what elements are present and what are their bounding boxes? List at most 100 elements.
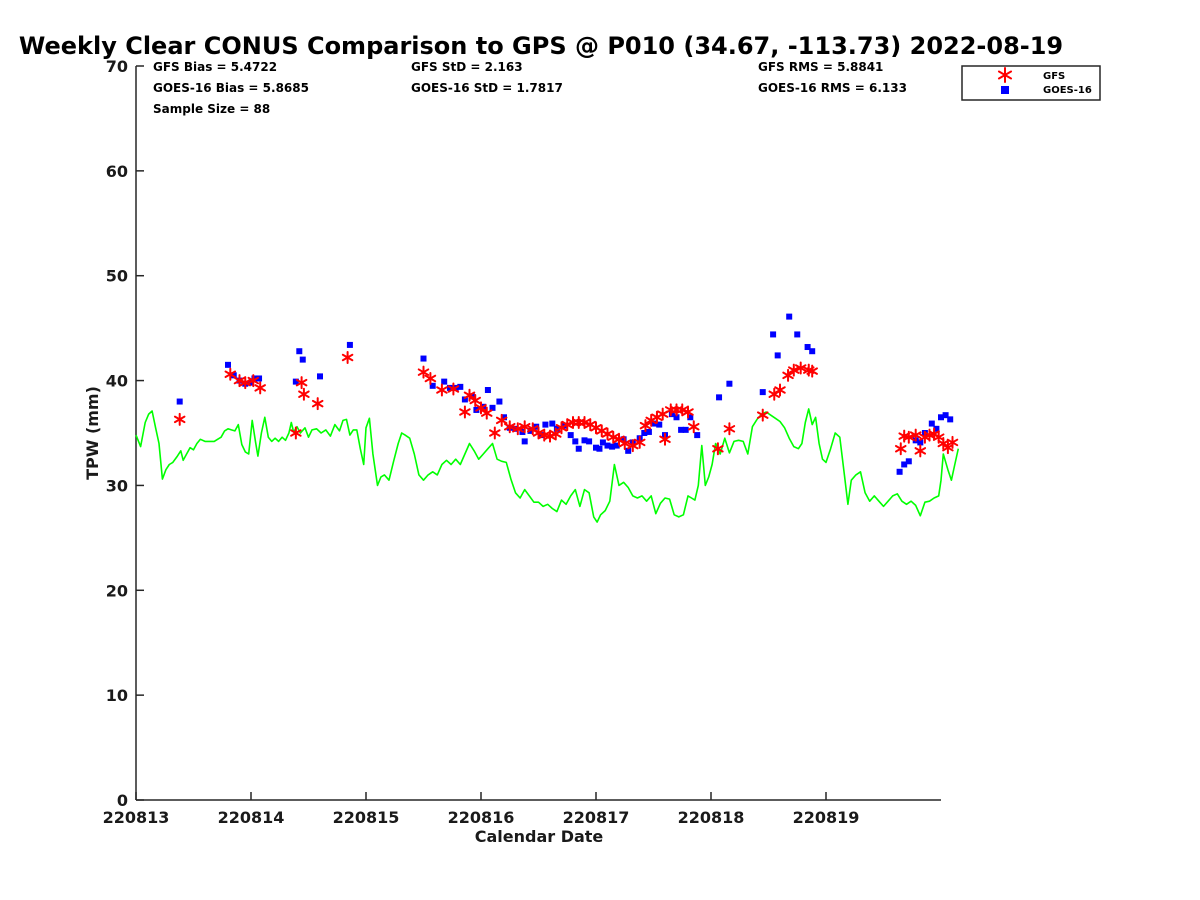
gfs-point <box>459 405 471 419</box>
y-tick-label: 50 <box>106 267 128 286</box>
gfs-point <box>723 422 736 436</box>
gfs-point <box>233 374 246 388</box>
gfs-point <box>946 435 959 449</box>
goes16-point <box>917 439 924 446</box>
goes16-point <box>567 432 574 439</box>
gfs-point <box>489 426 501 440</box>
y-tick-label: 70 <box>106 57 128 76</box>
goes16-point <box>726 380 733 387</box>
stat-gfs-bias: GFS Bias = 5.4722 <box>153 60 277 74</box>
goes16-point <box>346 341 353 348</box>
goes16-point <box>496 398 503 405</box>
goes16-point <box>770 331 777 338</box>
goes16-point <box>678 426 685 433</box>
gfs-point <box>290 426 302 440</box>
y-tick-label: 30 <box>106 476 128 495</box>
gfs-point <box>239 376 252 390</box>
gfs-point <box>436 383 448 397</box>
goes16-point <box>650 420 657 427</box>
goes16-point <box>947 416 954 423</box>
goes16-point <box>317 373 323 380</box>
legend: GFS GOES-16 <box>961 65 1101 101</box>
x-tick-label: 220817 <box>563 808 630 827</box>
gfs-point <box>173 412 186 426</box>
gfs-point <box>659 432 671 446</box>
goes16-point <box>512 425 519 432</box>
gfs-point <box>903 430 915 444</box>
y-tick-label: 0 <box>117 791 128 810</box>
goes16-point <box>694 432 701 439</box>
gfs-point <box>247 374 260 388</box>
x-tick-label: 220818 <box>678 808 745 827</box>
gps-series-line <box>135 408 960 523</box>
goes16-point <box>620 436 627 443</box>
plot-area <box>135 313 960 523</box>
gfs-point <box>463 388 476 402</box>
goes16-point <box>553 425 560 432</box>
goes16-point <box>549 420 556 427</box>
gfs-point <box>639 419 652 433</box>
gfs-marker-layer <box>173 351 959 458</box>
goes16-point <box>809 348 816 355</box>
goes16-point <box>441 378 448 385</box>
goes16-point <box>625 447 632 454</box>
goes16-point <box>596 445 603 452</box>
goes16-point <box>575 445 582 452</box>
legend-goes16-marker <box>1001 86 1009 94</box>
goes16-point <box>905 458 912 465</box>
goes16-point <box>586 438 593 445</box>
gfs-point <box>447 382 460 396</box>
gfs-point <box>633 435 646 449</box>
goes16-point <box>484 387 491 394</box>
x-tick-label: 220814 <box>218 808 285 827</box>
goes16-point <box>296 348 303 355</box>
gps-line-layer <box>135 408 960 523</box>
gfs-point <box>512 422 524 436</box>
gfs-point <box>561 418 574 432</box>
goes16-point <box>804 344 811 351</box>
goes16-point <box>299 356 306 363</box>
goes16-point <box>604 442 611 449</box>
goes16-point <box>786 313 793 320</box>
goes16-point <box>581 437 588 444</box>
x-tick-label: 220816 <box>448 808 515 827</box>
goes16-point <box>457 383 464 390</box>
goes16-point <box>251 375 258 382</box>
y-tick-label: 10 <box>106 686 128 705</box>
goes16-point <box>794 331 801 338</box>
y-tick-label: 40 <box>106 372 128 391</box>
x-tick-label: 220819 <box>793 808 860 827</box>
gfs-point <box>618 436 631 450</box>
goes16-point <box>656 421 663 428</box>
gfs-point <box>782 368 794 382</box>
goes16-point <box>420 355 427 362</box>
x-tick-label: 220815 <box>333 808 400 827</box>
goes16-point <box>668 411 675 418</box>
goes16-point <box>501 414 507 421</box>
gfs-point <box>341 351 354 365</box>
gfs-point <box>475 401 487 415</box>
goes16-point <box>521 438 528 445</box>
goes16-point <box>292 378 299 385</box>
gfs-point <box>503 420 516 434</box>
goes16-point <box>716 394 723 401</box>
gfs-point <box>607 430 620 444</box>
gfs-point <box>295 376 308 390</box>
goes16-point <box>928 420 935 427</box>
gfs-point <box>756 408 769 422</box>
gfs-point <box>937 436 950 450</box>
goes16-point <box>759 389 766 396</box>
legend-gfs-label: GFS <box>1043 71 1065 82</box>
gfs-point <box>311 397 324 411</box>
goes16-point <box>645 428 652 435</box>
chart-title: Weekly Clear CONUS Comparison to GPS @ P… <box>19 32 1063 60</box>
gfs-point <box>254 381 266 395</box>
y-axis-label: TPW (mm) <box>83 386 102 480</box>
y-tick-label: 60 <box>106 162 128 181</box>
goes16-point <box>774 352 781 359</box>
goes16-point <box>489 404 496 411</box>
goes16-point <box>613 442 620 449</box>
x-axis-ticks: 220813 220814 220815 220816 220817 220818 2208… <box>103 792 860 827</box>
goes16-point <box>673 414 680 421</box>
goes16-point <box>938 414 944 421</box>
